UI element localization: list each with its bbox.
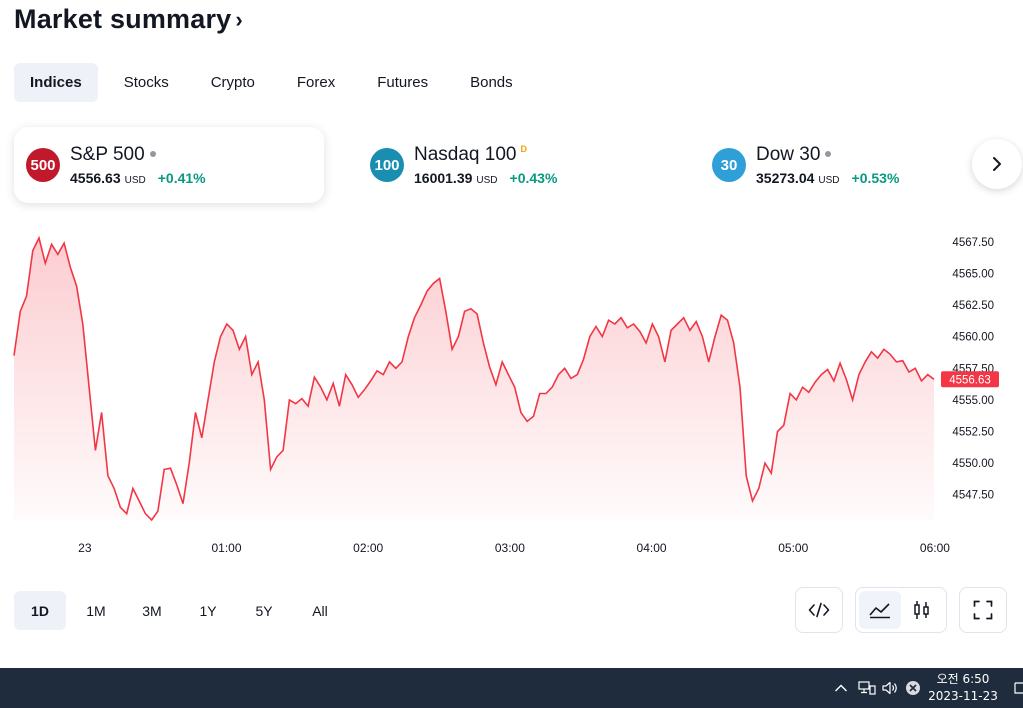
fullscreen-button[interactable] [959, 587, 1007, 633]
y-tick-label: 4550.00 [952, 458, 994, 470]
range-1m[interactable]: 1M [86, 602, 106, 619]
currency-label: USD [818, 175, 840, 186]
network-tray-icon[interactable] [858, 668, 876, 708]
tab-crypto[interactable]: Crypto [210, 74, 255, 91]
price-line [13, 235, 935, 522]
category-tabs: Indices Stocks Crypto Forex Futures Bond… [14, 63, 529, 102]
chart-style-switcher [855, 587, 947, 633]
last-price-label-bg [941, 371, 999, 388]
page-title[interactable]: Market summary › [14, 4, 243, 34]
index-card-dow30[interactable]: 30 Dow 30 35273.04 USD +0.53% [700, 127, 1010, 203]
clock-time: 오전 6:50 [936, 672, 990, 686]
currency-label: USD [124, 175, 146, 186]
nasdaq100-logo-badge: 100 [370, 148, 404, 182]
tab-stocks[interactable]: Stocks [123, 74, 169, 91]
index-card-nasdaq100[interactable]: 100 Nasdaq 100 D 16001.39 USD +0.43% [358, 127, 668, 203]
y-tick-label: 4547.50 [952, 490, 994, 502]
y-tick-label: 4562.50 [952, 300, 994, 312]
x-tick-label: 23 [78, 541, 92, 555]
x-tick-label: 05:00 [778, 541, 808, 555]
candlestick-icon [914, 601, 929, 619]
chevron-right-icon [993, 157, 1001, 171]
speaker-icon [882, 681, 897, 695]
index-price: 35273.04 [756, 170, 815, 186]
sp500-logo-badge: 500 [26, 148, 60, 182]
tray-overflow-button[interactable] [834, 668, 848, 708]
status-dot-icon [825, 151, 832, 157]
embed-button[interactable] [795, 587, 843, 633]
taskbar-clock[interactable]: 오전 6:50 2023-11-23 [926, 671, 1000, 705]
tab-forex[interactable]: Forex [296, 74, 336, 91]
index-name: S&P 500 [70, 144, 145, 165]
y-tick-label: 4565.00 [952, 268, 994, 280]
y-tick-label: 4560.00 [952, 332, 994, 344]
os-taskbar: 오전 6:50 2023-11-23 [0, 668, 1023, 708]
chevron-right-icon: › [235, 6, 243, 32]
index-change: +0.43% [509, 170, 558, 186]
y-tick-label: 4552.50 [952, 426, 994, 438]
tab-futures[interactable]: Futures [377, 74, 429, 91]
x-tick-label: 02:00 [353, 541, 383, 555]
index-price: 4556.63 [70, 170, 121, 186]
range-all[interactable]: All [312, 602, 328, 619]
x-tick-label: 06:00 [920, 541, 950, 555]
candles-chart-button[interactable] [901, 591, 943, 629]
time-range-selector: 1D 1M 3M 1Y 5Y All [14, 591, 346, 630]
index-card-sp500[interactable]: 500 S&P 500 4556.63 USD +0.41% [14, 127, 324, 203]
currency-label: USD [476, 175, 498, 186]
index-change: +0.41% [157, 170, 206, 186]
x-tick-label: 03:00 [495, 541, 525, 555]
range-3m[interactable]: 3M [142, 602, 162, 619]
range-1d[interactable]: 1D [14, 591, 66, 630]
next-cards-button[interactable] [972, 139, 1022, 189]
x-tick-label: 01:00 [212, 541, 242, 555]
x-tick-label: 04:00 [637, 541, 667, 555]
range-1y[interactable]: 1Y [199, 602, 217, 619]
close-circle-icon [906, 681, 920, 695]
area-chart-button[interactable] [859, 591, 901, 629]
y-tick-label: 4567.50 [952, 237, 994, 249]
tab-indices[interactable]: Indices [14, 63, 98, 102]
notification-tray-icon[interactable] [905, 668, 921, 708]
range-5y[interactable]: 5Y [255, 602, 273, 619]
index-price: 16001.39 [414, 170, 473, 186]
status-dot-icon [149, 151, 156, 157]
tab-bonds[interactable]: Bonds [470, 74, 513, 91]
notification-icon [1014, 682, 1023, 694]
delayed-marker: D [520, 144, 527, 154]
last-price-label: 4556.63 [949, 374, 991, 386]
index-change: +0.53% [851, 170, 900, 186]
network-icon [858, 681, 876, 695]
chevron-up-icon [835, 684, 847, 692]
area-chart-icon [869, 603, 890, 619]
index-name: Nasdaq 100 [414, 144, 517, 165]
index-cards: 500 S&P 500 4556.63 USD +0.41% 100 Nasda… [14, 127, 1023, 203]
index-name: Dow 30 [756, 144, 821, 165]
action-center-button[interactable] [1014, 668, 1023, 708]
y-axis: 4567.504565.004562.504560.004557.504555.… [952, 237, 994, 502]
dow30-logo-badge: 30 [712, 148, 746, 182]
x-axis: 23 01:00 02:00 03:00 04:00 05:00 06:00 [78, 541, 950, 555]
last-price-marker: 4556.63 [941, 371, 999, 388]
price-area-fill [14, 238, 934, 520]
price-chart[interactable]: 4567.504565.004562.504560.004557.504555.… [0, 230, 1023, 565]
volume-tray-icon[interactable] [881, 668, 899, 708]
code-icon [808, 602, 830, 618]
clock-date: 2023-11-23 [928, 689, 998, 703]
y-tick-label: 4555.00 [952, 395, 994, 407]
fullscreen-icon [973, 600, 993, 620]
